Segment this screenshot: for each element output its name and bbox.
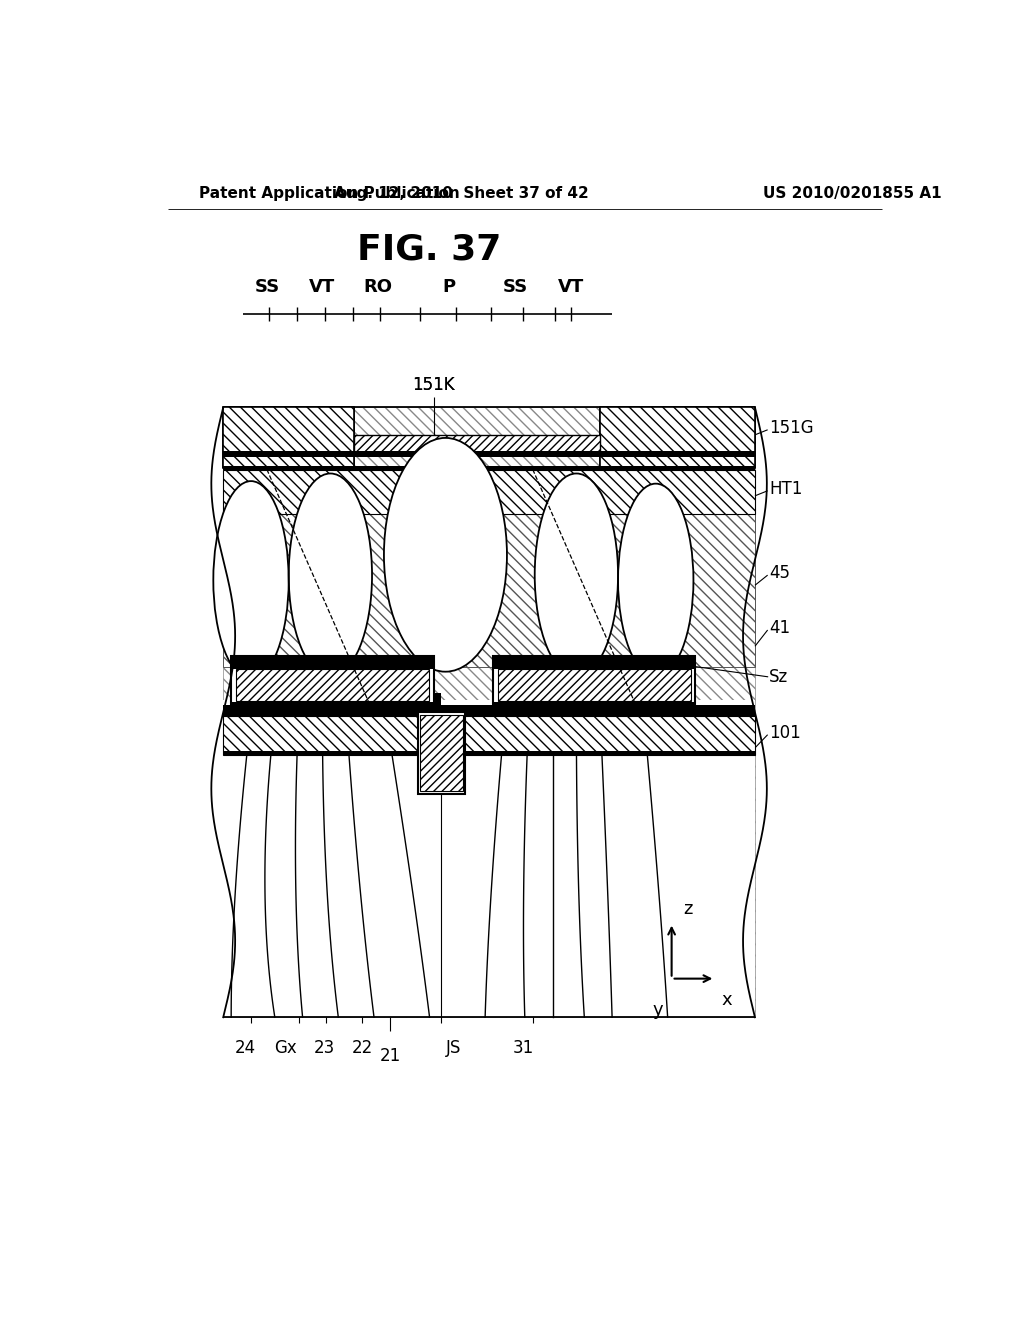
Bar [354, 434, 600, 453]
Text: 151K: 151K [413, 376, 455, 395]
Text: 21: 21 [379, 1047, 400, 1065]
Bar [494, 656, 695, 669]
Text: y: y [652, 1001, 663, 1019]
Ellipse shape [289, 474, 372, 677]
Text: 22: 22 [351, 1039, 373, 1056]
Text: Patent Application Publication: Patent Application Publication [200, 186, 460, 202]
Bar [494, 702, 695, 708]
Text: 41: 41 [769, 619, 791, 638]
Text: P: P [442, 277, 456, 296]
Bar [231, 656, 433, 669]
Text: 31: 31 [513, 1039, 534, 1056]
Text: SS: SS [254, 277, 280, 296]
Ellipse shape [618, 483, 693, 677]
Text: US 2010/0201855 A1: US 2010/0201855 A1 [763, 186, 941, 202]
Bar [223, 515, 755, 667]
Text: SS: SS [503, 277, 528, 296]
Text: VT: VT [558, 277, 584, 296]
Bar [223, 705, 755, 718]
Text: 24: 24 [234, 1039, 256, 1056]
Ellipse shape [384, 438, 507, 672]
Bar [223, 408, 755, 1018]
Text: 151K: 151K [413, 376, 455, 395]
Bar [223, 451, 755, 457]
Text: FIG. 37: FIG. 37 [357, 232, 502, 267]
Text: 45: 45 [769, 564, 791, 582]
Ellipse shape [213, 480, 289, 680]
Bar [223, 470, 755, 515]
Bar [231, 656, 433, 708]
Text: VT: VT [309, 277, 336, 296]
Bar [600, 408, 755, 469]
Bar [223, 466, 755, 470]
Ellipse shape [535, 474, 618, 677]
Bar [223, 408, 354, 469]
Bar [418, 713, 465, 793]
Text: 23: 23 [314, 1039, 336, 1056]
Bar [494, 656, 695, 708]
Bar [223, 713, 755, 717]
Text: 151G: 151G [769, 418, 814, 437]
Text: z: z [684, 900, 693, 917]
Text: x: x [722, 991, 732, 1008]
Text: 101: 101 [769, 723, 801, 742]
Bar [433, 693, 440, 708]
Bar [498, 669, 690, 701]
Text: Aug. 12, 2010  Sheet 37 of 42: Aug. 12, 2010 Sheet 37 of 42 [334, 186, 589, 202]
Text: Sz: Sz [769, 668, 788, 686]
Bar [236, 669, 429, 701]
Bar [223, 751, 755, 755]
Bar [231, 702, 433, 708]
Bar [354, 434, 600, 453]
Bar [223, 755, 755, 1018]
Bar [223, 700, 755, 705]
Text: RO: RO [364, 277, 392, 296]
Bar [223, 717, 755, 755]
Text: Gx: Gx [273, 1039, 297, 1056]
Bar [420, 715, 463, 791]
Text: JS: JS [445, 1039, 461, 1056]
Text: HT1: HT1 [769, 479, 803, 498]
